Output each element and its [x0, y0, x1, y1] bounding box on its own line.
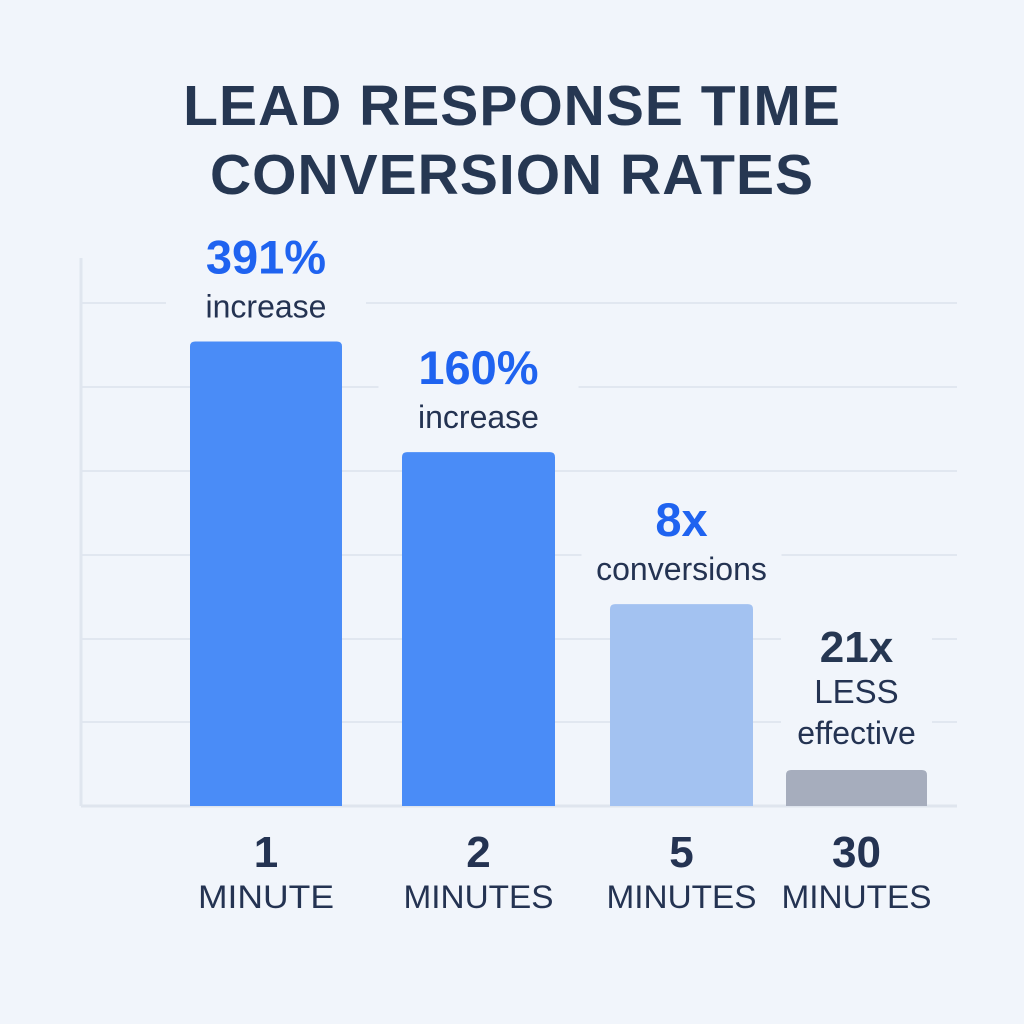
bar [190, 341, 342, 806]
bars [190, 341, 927, 806]
annotation-headline: 8x [655, 493, 707, 546]
x-tick-unit: MINUTE [198, 879, 334, 915]
annotation-background [166, 226, 366, 334]
annotation-caption: effective [797, 715, 916, 751]
bar [402, 452, 555, 806]
annotation-caption: increase [206, 288, 327, 324]
x-tick-number: 30 [832, 828, 881, 877]
annotation-background [581, 489, 782, 597]
annotation-headline: 391% [206, 230, 326, 283]
chart-title-line-2: CONVERSION RATES [209, 143, 814, 207]
x-tick-unit: MINUTES [782, 879, 932, 915]
x-tick-number: 1 [254, 828, 278, 877]
annotation-headline: 21x [820, 623, 894, 672]
annotation-caption: conversions [596, 551, 767, 587]
x-tick-number: 2 [466, 828, 490, 877]
bar-annotation: 391% increase [166, 226, 366, 334]
annotation-caption: increase [418, 399, 539, 435]
annotation-background [378, 337, 579, 445]
bar-annotation: 8x conversions [581, 489, 782, 597]
x-tick-number: 5 [669, 828, 693, 877]
x-tick-unit: MINUTES [607, 879, 757, 915]
bar-annotations: 391% increase 160% increase 8x conversions 21x… [166, 226, 932, 763]
x-tick-unit: MINUTES [404, 879, 554, 915]
bar [610, 604, 753, 806]
annotation-caption: LESS [814, 673, 898, 710]
annotation-background [781, 618, 932, 763]
chart-title: LEAD RESPONSE TIME CONVERSION RATES [0, 72, 1024, 210]
bar-annotation: 160% increase [378, 337, 579, 445]
bar [786, 770, 927, 806]
chart-title-line-1: LEAD RESPONSE TIME [183, 74, 841, 138]
annotation-headline: 160% [418, 341, 538, 394]
